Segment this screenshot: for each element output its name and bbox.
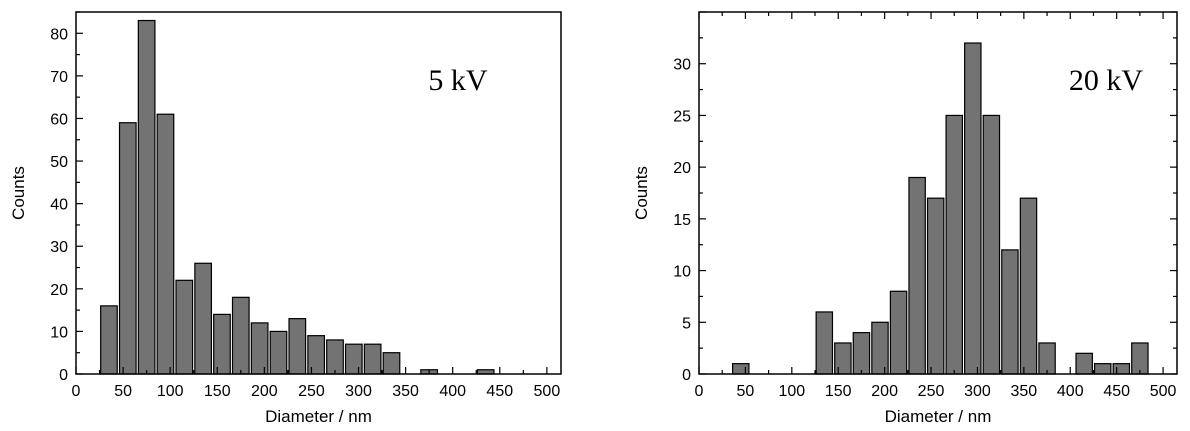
bar xyxy=(344,343,363,375)
x-tick-label: 500 xyxy=(534,383,561,400)
bar xyxy=(156,113,175,375)
y-tick-label: 20 xyxy=(50,282,68,299)
x-tick-label: 250 xyxy=(918,383,945,400)
bar xyxy=(100,305,118,375)
bar xyxy=(889,290,908,375)
y-tick-label: 70 xyxy=(50,69,68,86)
x-tick-label: 200 xyxy=(871,383,898,400)
bar xyxy=(194,262,213,375)
x-tick-label: 100 xyxy=(778,383,805,400)
y-tick-label: 20 xyxy=(673,160,691,177)
x-tick-label: 0 xyxy=(72,383,81,400)
bar xyxy=(118,122,137,375)
x-axis-label: Diameter / nm xyxy=(265,407,372,426)
bar xyxy=(871,321,889,375)
x-tick-label: 200 xyxy=(251,383,278,400)
x-tick-label: 150 xyxy=(825,383,852,400)
x-tick-label: 300 xyxy=(345,383,372,400)
bar xyxy=(1131,342,1149,375)
y-tick-label: 40 xyxy=(50,197,68,214)
y-tick-label: 10 xyxy=(673,264,691,281)
x-tick-label: 400 xyxy=(1057,383,1084,400)
x-tick-label: 0 xyxy=(695,383,704,400)
x-tick-label: 50 xyxy=(114,383,132,400)
bar xyxy=(326,339,344,375)
bar xyxy=(731,363,750,375)
bar xyxy=(964,42,982,375)
x-axis-label: Diameter / nm xyxy=(885,407,992,426)
x-tick-label: 150 xyxy=(204,383,231,400)
y-tick-label: 30 xyxy=(50,239,68,256)
bar xyxy=(834,342,852,375)
bar xyxy=(852,332,871,375)
bar xyxy=(175,279,194,375)
bar xyxy=(815,311,834,375)
voltage-annotation: 5 kV xyxy=(428,64,488,97)
bar xyxy=(363,343,382,375)
bar xyxy=(382,352,401,375)
x-tick-label: 350 xyxy=(1011,383,1038,400)
bar xyxy=(1038,342,1056,375)
bar xyxy=(1019,197,1038,375)
y-tick-label: 15 xyxy=(673,212,691,229)
y-tick-label: 25 xyxy=(673,108,691,125)
bar xyxy=(926,197,945,375)
y-tick-label: 0 xyxy=(682,367,691,384)
bar xyxy=(908,176,926,375)
y-axis-label: Counts xyxy=(632,166,651,220)
voltage-annotation: 20 kV xyxy=(1069,64,1144,97)
x-tick-label: 250 xyxy=(298,383,325,400)
histogram-20kv: 0 50 100 150 200 250 300 350 400 450 500 0 5 10 15 20 25… xyxy=(632,11,1178,426)
y-axis-label: Counts xyxy=(9,166,28,220)
x-tick-label: 450 xyxy=(1103,383,1130,400)
x-tick-label: 300 xyxy=(964,383,991,400)
bar xyxy=(137,19,156,375)
bar xyxy=(1075,352,1093,375)
x-tick-label: 50 xyxy=(737,383,755,400)
bar xyxy=(213,313,231,375)
y-tick-label: 50 xyxy=(50,154,68,171)
x-tick-label: 400 xyxy=(439,383,466,400)
y-tick-label: 0 xyxy=(59,367,68,384)
x-tick-label: 500 xyxy=(1150,383,1177,400)
plot-frame xyxy=(75,11,562,375)
x-tick-label: 450 xyxy=(486,383,513,400)
bar xyxy=(307,335,326,375)
bar xyxy=(250,322,269,375)
x-tick-label: 100 xyxy=(157,383,184,400)
y-tick-label: 5 xyxy=(682,315,691,332)
x-tick-label: 350 xyxy=(392,383,419,400)
y-tick-label: 80 xyxy=(50,26,68,43)
bar xyxy=(1112,363,1131,375)
bar xyxy=(1093,363,1112,375)
bar xyxy=(231,296,250,375)
bar xyxy=(1001,249,1019,375)
bar xyxy=(288,318,307,375)
y-tick-label: 60 xyxy=(50,111,68,128)
bar xyxy=(945,114,964,375)
bar xyxy=(269,330,288,375)
histogram-5kv: 0 50 100 150 200 250 300 350 400 450 500 0 10 20 30 40 5… xyxy=(9,11,562,426)
bar xyxy=(982,114,1001,375)
y-tick-label: 10 xyxy=(50,324,68,341)
y-tick-label: 30 xyxy=(673,57,691,74)
